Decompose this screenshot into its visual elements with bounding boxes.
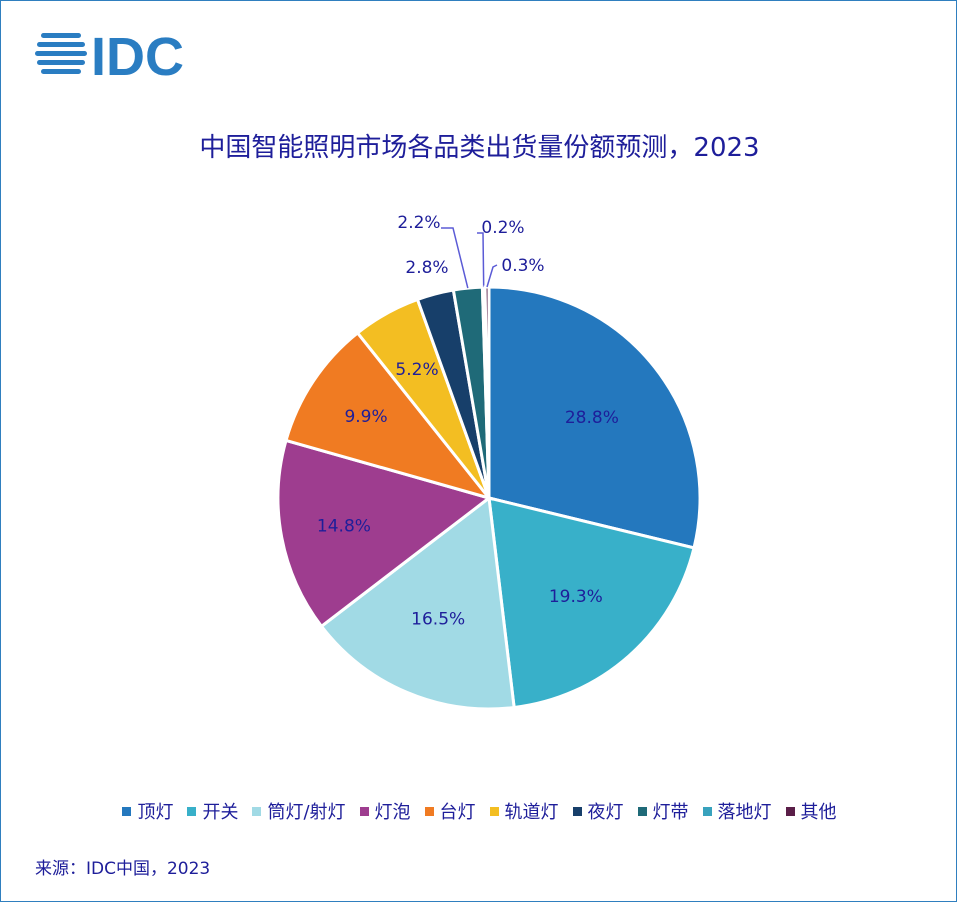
pie-slice-4: [284, 330, 494, 501]
source-note: 来源：IDC中国，2023: [35, 859, 211, 879]
chart-legend: 顶灯 开关 筒灯/射灯 灯泡 台灯 轨道灯 夜灯 灯带 落地灯 其他: [1, 798, 957, 824]
legend-label-7: 灯带: [652, 802, 689, 823]
pie-slice-1: [487, 496, 696, 710]
data-label-8: 0.2%: [481, 218, 524, 238]
pie-slice-0: [487, 285, 702, 550]
legend-item-1: 开关: [187, 798, 238, 824]
data-label-4: 9.9%: [344, 407, 387, 427]
legend-item-5: 轨道灯: [489, 798, 559, 824]
legend-label-4: 台灯: [439, 802, 476, 823]
idc-logo-globe: [35, 33, 87, 74]
leader-line-9: [486, 264, 498, 288]
legend-item-6: 夜灯: [572, 798, 624, 824]
legend-label-2: 筒灯/射灯: [267, 802, 346, 823]
legend-swatch-2: [252, 806, 262, 816]
legend-label-9: 其他: [800, 802, 837, 823]
pie-slice-3: [276, 438, 493, 629]
legend-swatch-6: [572, 806, 582, 816]
legend-item-2: 筒灯/射灯: [252, 798, 346, 824]
legend-label-6: 夜灯: [587, 802, 624, 823]
data-label-7: 2.2%: [397, 213, 440, 233]
legend-label-5: 轨道灯: [504, 802, 559, 823]
legend-swatch-9: [785, 806, 795, 816]
chart-title: 中国智能照明市场各品类出货量份额预测，2023: [199, 133, 760, 163]
legend-swatch-5: [489, 806, 499, 816]
legend-label-3: 灯泡: [374, 802, 411, 823]
data-label-3: 14.8%: [317, 517, 371, 537]
legend-swatch-0: [122, 806, 132, 816]
legend-item-7: 灯带: [637, 798, 689, 824]
leader-line-7: [441, 227, 469, 289]
data-label-2: 16.5%: [411, 610, 465, 630]
legend-swatch-4: [424, 806, 434, 816]
idc-logo-text: IDC: [91, 27, 184, 83]
pie-chart: 28.8% 19.3% 16.5% 14.8% 9.9% 5.2% 2.8% 2.2% 0.2%…: [276, 213, 702, 711]
idc-logo: IDC: [35, 27, 184, 83]
legend-item-8: 落地灯: [702, 798, 772, 824]
data-label-0: 28.8%: [565, 408, 619, 428]
data-label-6: 2.8%: [405, 258, 448, 278]
data-label-5: 5.2%: [395, 360, 438, 380]
legend-label-8: 落地灯: [717, 802, 772, 823]
legend-item-9: 其他: [785, 798, 837, 824]
legend-label-1: 开关: [202, 802, 239, 823]
legend-item-0: 顶灯: [122, 798, 173, 824]
legend-swatch-1: [187, 806, 197, 816]
legend-swatch-8: [702, 806, 712, 816]
legend-swatch-3: [359, 806, 369, 816]
legend-item-3: 灯泡: [359, 798, 411, 824]
legend-item-4: 台灯: [424, 798, 476, 824]
data-label-9: 0.3%: [501, 256, 544, 276]
legend-label-0: 顶灯: [137, 802, 174, 823]
legend-swatch-7: [637, 806, 647, 816]
leader-line-8: [477, 232, 485, 288]
data-label-1: 19.3%: [549, 587, 603, 607]
pie-slice-2: [319, 495, 516, 711]
